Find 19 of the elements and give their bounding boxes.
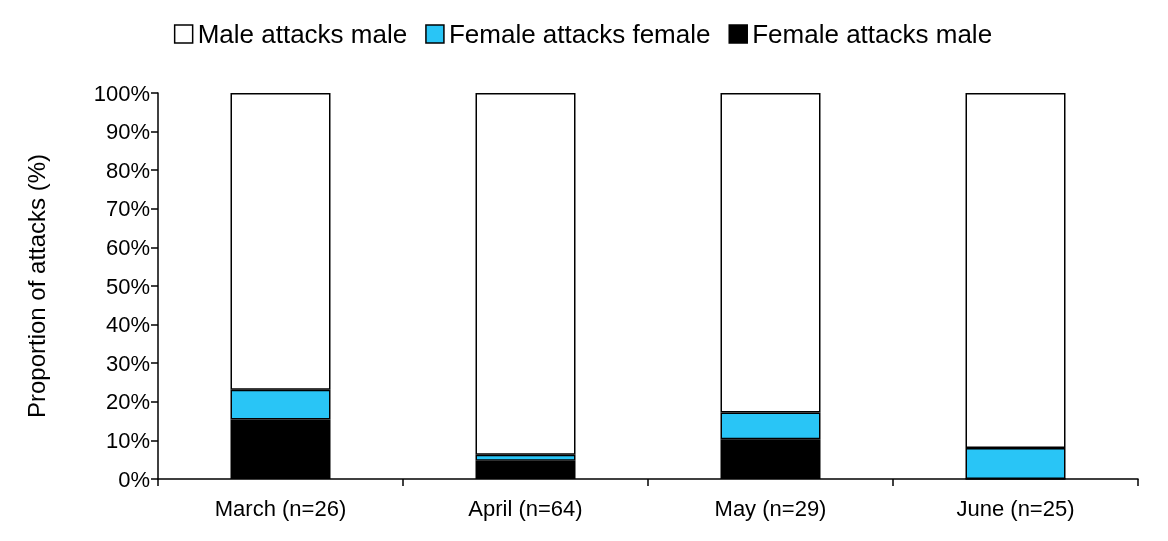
y-tick-label: 50% — [105, 273, 150, 299]
x-tick-label: June (n=25) — [956, 495, 1075, 521]
y-tick-label: 90% — [105, 119, 150, 145]
y-tick-label: 0% — [118, 466, 150, 492]
y-tick-label: 80% — [105, 157, 150, 183]
x-tick-label: May (n=29) — [714, 495, 827, 521]
y-tick-label: 60% — [105, 234, 150, 260]
y-tick-label: 30% — [105, 350, 150, 376]
y-tick-label: 20% — [105, 389, 150, 415]
x-tick-label: March (n=26) — [214, 495, 347, 521]
y-tick-label: 10% — [105, 427, 150, 453]
x-tick-label: April (n=64) — [468, 495, 583, 521]
y-tick-label: 40% — [105, 312, 150, 338]
y-tick-label: 70% — [105, 196, 150, 222]
legend-label: Female attacks male — [752, 19, 993, 49]
y-axis-title: Proportion of attacks (%) — [22, 153, 50, 419]
y-tick-label: 100% — [93, 80, 150, 106]
legend-label: Female attacks female — [448, 19, 711, 49]
legend-label: Male attacks male — [197, 19, 408, 49]
